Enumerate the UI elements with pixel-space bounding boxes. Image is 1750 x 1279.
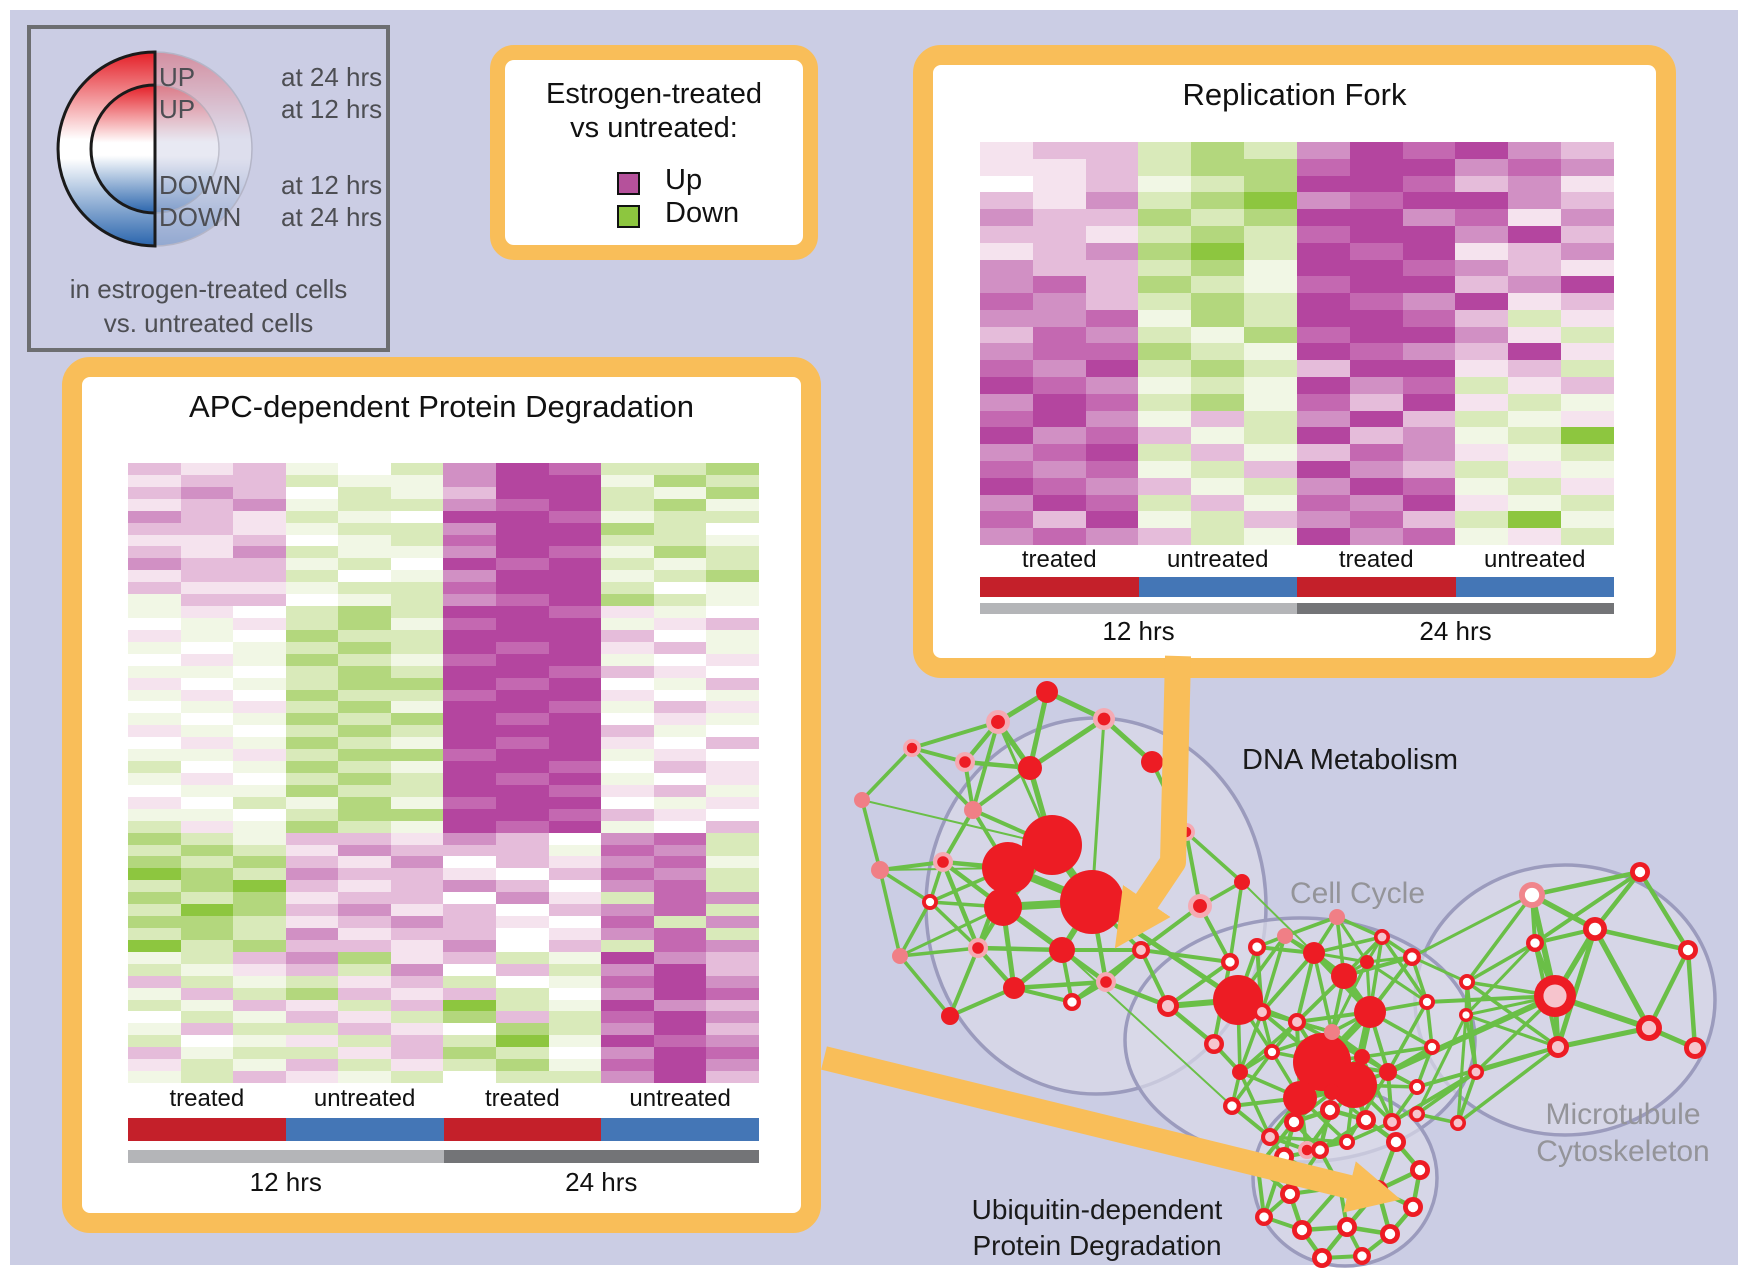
- updown-legend-title-1: Estrogen-treated: [545, 78, 762, 110]
- apc-group-labels: treated untreated treated untreated: [128, 1085, 759, 1113]
- apc-time-bar: [128, 1150, 759, 1163]
- apc-title: APC-dependent Protein Degradation: [189, 389, 694, 424]
- microtubule-label-line2: Cytoskeleton: [1536, 1135, 1710, 1168]
- apc-group-treated-24: treated: [485, 1085, 560, 1112]
- ubiquitin-label-line1: Ubiquitin-dependent: [971, 1194, 1223, 1225]
- down-swatch: [617, 205, 640, 228]
- figure-canvas: UP at 24 hrs UP at 12 hrs DOWN at 12 hrs…: [10, 10, 1738, 1265]
- apc-condition-bar: [128, 1118, 759, 1141]
- microtubule-label: Microtubule Cytoskeleton: [1498, 1096, 1748, 1170]
- ring-legend-dir-0: UP: [159, 62, 196, 92]
- replication-fork-title: Replication Fork: [1182, 77, 1407, 112]
- ring-legend-time-0: at 24 hrs: [281, 62, 383, 92]
- down-label: Down: [665, 197, 740, 229]
- rf-12hrs-label: 12 hrs: [1102, 616, 1175, 646]
- ring-legend-box: UP at 24 hrs UP at 12 hrs DOWN at 12 hrs…: [27, 25, 390, 352]
- ring-legend-time-2: at 12 hrs: [281, 170, 383, 200]
- cell-cycle-label: Cell Cycle: [1289, 877, 1426, 910]
- ring-legend-dir-3: DOWN: [159, 202, 242, 232]
- rf-group-labels: treated untreated treated untreated: [980, 546, 1614, 574]
- replication-fork-heatmap: [980, 142, 1614, 545]
- apc-group-untreated-24: untreated: [629, 1085, 731, 1112]
- apc-hour-labels: 12 hrs 24 hrs: [128, 1167, 759, 1198]
- replication-fork-panel: Replication Fork treated untreated treat…: [913, 45, 1676, 678]
- rf-condition-bar: [980, 577, 1614, 597]
- updown-legend-box: Estrogen-treated vs untreated: Up Down: [490, 45, 818, 260]
- ubiquitin-label-line2: Protein Degradation: [972, 1230, 1222, 1261]
- updown-legend-title-2: vs untreated:: [570, 112, 738, 144]
- microtubule-label-line1: Microtubule: [1545, 1098, 1701, 1131]
- apc-12hrs-label: 12 hrs: [249, 1167, 322, 1197]
- ring-gradient-icon: [56, 50, 253, 248]
- rf-group-treated-24: treated: [1338, 546, 1414, 573]
- ring-legend-dir-2: DOWN: [159, 170, 242, 200]
- up-swatch: [617, 172, 640, 195]
- rf-hour-labels: 12 hrs 24 hrs: [980, 616, 1614, 647]
- rf-group-untreated-12: untreated: [1167, 546, 1269, 573]
- up-label: Up: [665, 164, 703, 196]
- ubiquitin-label: Ubiquitin-dependent Protein Degradation: [932, 1192, 1262, 1264]
- ring-legend-time-1: at 12 hrs: [281, 94, 383, 124]
- rf-24hrs-label: 24 hrs: [1419, 616, 1492, 646]
- ring-legend-dir-1: UP: [159, 94, 196, 124]
- apc-24hrs-label: 24 hrs: [565, 1167, 638, 1197]
- apc-panel: APC-dependent Protein Degradation treate…: [62, 357, 821, 1233]
- dna-metabolism-label: DNA Metabolism: [1242, 744, 1458, 776]
- ring-legend-footer-2: vs. untreated cells: [103, 308, 314, 338]
- ring-legend-time-3: at 24 hrs: [281, 202, 383, 232]
- apc-group-untreated-12: untreated: [313, 1085, 416, 1112]
- apc-heatmap: [128, 463, 759, 1083]
- rf-group-treated-12: treated: [1021, 546, 1097, 573]
- rf-group-untreated-24: untreated: [1484, 546, 1586, 573]
- ring-legend-footer-1: in estrogen-treated cells: [69, 274, 348, 304]
- apc-group-treated-12: treated: [169, 1085, 245, 1112]
- rf-time-bar: [980, 603, 1614, 614]
